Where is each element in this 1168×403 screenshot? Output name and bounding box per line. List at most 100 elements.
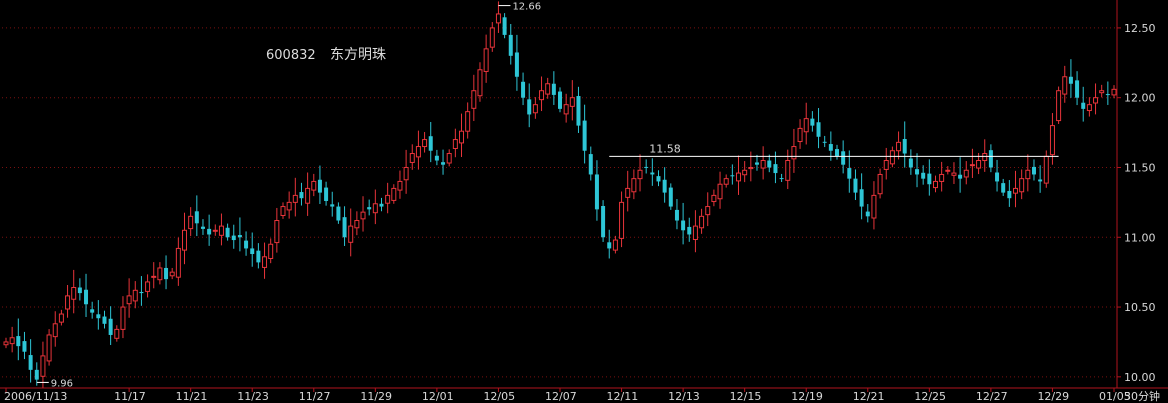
candle-body-up xyxy=(692,225,698,240)
x-tick-label: 12/07 xyxy=(545,390,577,403)
candle-body-up xyxy=(1019,178,1025,193)
candle-body-up xyxy=(397,180,403,191)
candle-body-up xyxy=(52,323,58,338)
candle-body-up xyxy=(939,173,945,182)
candle-body-down xyxy=(1081,102,1086,109)
candle-body-down xyxy=(607,242,612,249)
x-tick-label: 12/01 xyxy=(422,390,454,403)
candle-body-down xyxy=(299,192,304,199)
candle-body-up xyxy=(114,328,120,339)
candle-body-up xyxy=(760,160,766,169)
candle-body-down xyxy=(551,83,556,95)
candle-body-down xyxy=(1007,190,1012,199)
candle-body-up xyxy=(126,295,132,305)
candle-body-up xyxy=(637,169,643,180)
resistance-label: 11.58 xyxy=(649,142,681,155)
candle-body-up xyxy=(1111,88,1117,96)
candle-body-down xyxy=(1031,166,1036,175)
candle-body-up xyxy=(182,229,188,251)
candle-body-up xyxy=(803,118,809,133)
chart-axes xyxy=(0,0,1168,392)
candle-body-up xyxy=(717,183,723,200)
candle-body-up xyxy=(262,256,268,268)
candle-body-down xyxy=(668,187,673,207)
candle-body-down xyxy=(730,175,735,177)
candle-body-down xyxy=(588,154,593,175)
candle-body-up xyxy=(477,69,483,97)
candle-body-down xyxy=(84,289,89,305)
candle-body-up xyxy=(422,139,428,148)
candle-body-down xyxy=(250,248,255,255)
candle-body-down xyxy=(324,187,329,201)
x-tick-label: 12/05 xyxy=(483,390,515,403)
candle-body-down xyxy=(164,267,169,280)
candle-body-up xyxy=(188,215,194,230)
candle-body-down xyxy=(988,150,993,168)
candle-body-up xyxy=(871,194,877,219)
candle-body-up xyxy=(1025,169,1031,180)
candle-body-down xyxy=(16,336,21,347)
candle-body-down xyxy=(1001,183,1006,193)
candle-body-up xyxy=(9,337,15,345)
candle-body-down xyxy=(865,211,870,217)
candle-body-down xyxy=(96,314,101,319)
candle-body-down xyxy=(342,217,347,238)
candle-body-up xyxy=(1013,187,1019,194)
candle-body-up xyxy=(3,341,9,346)
candle-body-up xyxy=(569,97,575,107)
y-tick-label: 10.00 xyxy=(1124,371,1156,384)
chart-annotations: 12.66 9.96 11.58 xyxy=(36,2,1059,389)
candle-body-down xyxy=(816,122,821,137)
candle-body-down xyxy=(656,176,661,182)
candle-body-down xyxy=(754,162,759,165)
y-tick-label: 12.50 xyxy=(1124,22,1156,35)
candle-body-up xyxy=(539,90,545,101)
candle-body-up xyxy=(1043,155,1049,184)
candle-body-down xyxy=(379,203,384,207)
candle-body-down xyxy=(687,226,692,235)
candle-body-up xyxy=(1056,90,1062,122)
y-axis-labels: 10.00 10.50 11.00 11.50 12.00 12.50 xyxy=(1124,22,1156,384)
candle-body-up xyxy=(1099,90,1105,94)
candle-body-up xyxy=(145,281,151,292)
high-label: 12.66 xyxy=(512,2,541,13)
candle-body-up xyxy=(218,225,224,236)
y-tick-label: 11.00 xyxy=(1124,231,1156,244)
period-label[interactable]: 30分钟 xyxy=(1124,389,1160,403)
candle-body-up xyxy=(71,287,77,300)
candle-body-down xyxy=(1068,76,1073,84)
x-axis-labels: 2006/11/13 11/17 11/21 11/23 11/27 11/29 12/01… xyxy=(4,390,1131,403)
candle-body-up xyxy=(385,194,391,204)
candle-body-down xyxy=(225,227,230,238)
candle-body-down xyxy=(367,207,372,210)
x-tick-label: 12/15 xyxy=(730,390,762,403)
candle-body-down xyxy=(558,91,562,109)
candle-body-up xyxy=(791,146,797,160)
candle-body-up xyxy=(736,172,742,182)
candle-body-down xyxy=(441,162,446,165)
candle-body-up xyxy=(452,139,458,150)
candle-body-up xyxy=(354,220,360,229)
candle-body-down xyxy=(139,291,144,294)
candle-body-up xyxy=(169,271,175,277)
price-grid xyxy=(2,27,1117,378)
candle-body-up xyxy=(963,169,969,178)
x-tick-label: 12/29 xyxy=(1037,390,1069,403)
candle-body-up xyxy=(545,83,551,95)
candle-body-up xyxy=(883,160,889,170)
candle-body-down xyxy=(773,164,778,174)
candle-body-up xyxy=(132,289,138,302)
candle-body-up xyxy=(945,169,951,172)
candle-body-up xyxy=(748,166,754,170)
candle-body-up xyxy=(711,194,717,203)
candle-body-down xyxy=(995,172,1000,182)
candle-body-down xyxy=(244,240,249,249)
candle-body-down xyxy=(681,220,686,231)
candle-body-down xyxy=(194,211,199,224)
candle-body-down xyxy=(902,139,907,154)
candle-body-up xyxy=(785,160,791,181)
candle-body-up xyxy=(403,166,409,181)
candle-body-down xyxy=(1038,179,1043,182)
candle-body-up xyxy=(723,178,729,185)
